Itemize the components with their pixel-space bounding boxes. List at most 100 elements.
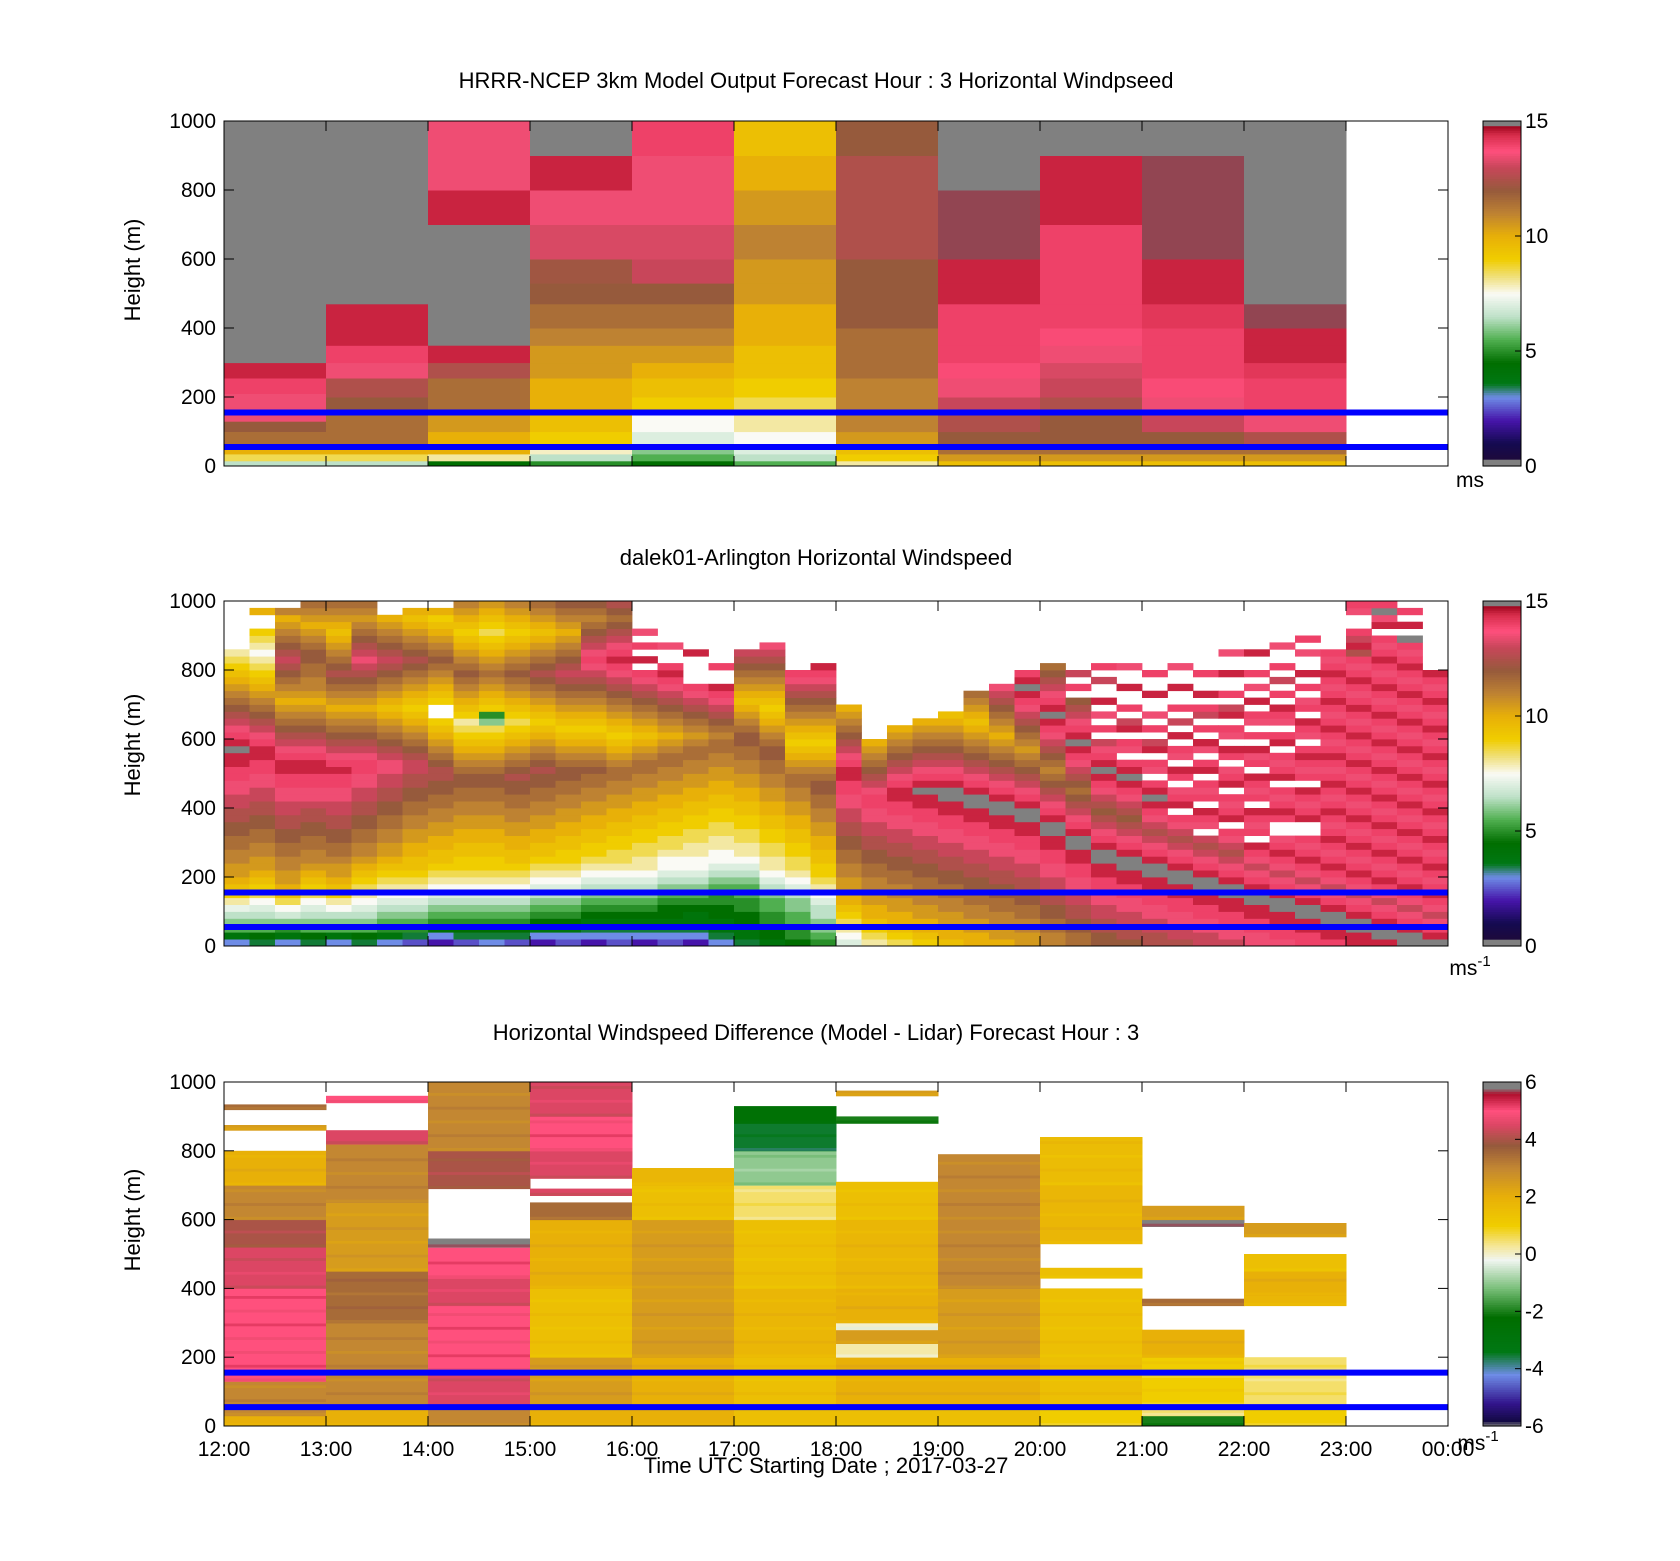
heatmap-cell — [1142, 155, 1245, 191]
colorbar-segment — [1483, 780, 1521, 784]
profile-cell — [428, 883, 454, 892]
profile-cell — [1269, 897, 1296, 905]
profile-cell — [530, 663, 556, 671]
profile-cell — [989, 773, 1015, 781]
profile-cell — [606, 607, 633, 616]
profile-cell — [1397, 787, 1423, 795]
colorbar-segment — [1483, 190, 1521, 193]
profile-cell — [810, 835, 837, 843]
profile-cell — [1193, 918, 1219, 926]
colorbar-segment — [1483, 1102, 1521, 1106]
colorbar-segment — [1483, 1416, 1521, 1420]
profile-cell — [1091, 745, 1117, 754]
profile-cell — [428, 656, 454, 664]
profile-cell — [275, 621, 301, 629]
colorbar-segment — [1483, 870, 1521, 873]
profile-cell — [581, 649, 607, 657]
profile-cell — [504, 814, 531, 823]
colorbar-segment — [1483, 236, 1521, 239]
profile-cell — [479, 683, 505, 692]
profile-cell — [479, 904, 505, 912]
colorbar-segment — [1483, 1283, 1521, 1287]
profile-cell — [657, 690, 684, 698]
profile-cell — [224, 870, 250, 878]
profile-cell — [479, 607, 505, 616]
profile-cell — [1371, 621, 1398, 629]
profile-cell — [1091, 897, 1117, 905]
profile-cell — [300, 745, 327, 754]
profile-cell — [530, 607, 556, 616]
colorbar-segment — [1483, 247, 1521, 251]
profile-cell — [1040, 939, 1066, 946]
profile-cell — [989, 842, 1015, 850]
heatmap-stripe — [428, 1326, 531, 1330]
profile-cell — [1346, 780, 1372, 788]
profile-cell — [1320, 739, 1347, 747]
heatmap-stripe — [224, 1244, 327, 1248]
profile-cell — [326, 808, 352, 816]
colorbar-segment — [1483, 1198, 1521, 1202]
profile-cell — [581, 725, 607, 733]
colorbar-segment — [1483, 1100, 1521, 1104]
profile-cell — [734, 759, 760, 767]
heatmap-cell — [224, 421, 327, 432]
profile-cell — [453, 863, 480, 871]
profile-cell — [1193, 842, 1219, 850]
profile-cell — [1320, 683, 1347, 692]
colorbar-segment — [1483, 1297, 1521, 1301]
profile-cell — [683, 780, 709, 788]
profile-cell — [836, 745, 862, 754]
profile-cell — [1346, 787, 1372, 795]
profile-cell — [989, 704, 1015, 712]
profile-cell — [1371, 683, 1398, 692]
profile-cell — [402, 676, 429, 685]
y-tick-label: 600 — [181, 728, 216, 751]
heatmap-cell — [938, 345, 1041, 364]
profile-cell — [1193, 939, 1219, 946]
colorbar-segment — [1483, 826, 1521, 830]
profile-cell — [785, 808, 811, 816]
colorbar-segment — [1483, 456, 1521, 460]
heatmap-cell — [1142, 283, 1245, 305]
profile-cell — [1065, 711, 1092, 719]
profile-cell — [402, 711, 429, 719]
profile-cell — [581, 877, 607, 885]
windspeed-difference-panel: Horizontal Windspeed Difference (Model -… — [120, 1020, 1544, 1478]
profile-cell — [1346, 704, 1372, 712]
profile-cell — [836, 794, 862, 802]
profile-cell — [632, 870, 658, 878]
profile-cell — [759, 718, 786, 726]
profile-cell — [810, 794, 837, 802]
profile-cell — [963, 904, 990, 912]
profile-cell — [351, 787, 378, 795]
profile-cell — [1167, 821, 1194, 830]
profile-cell — [657, 835, 684, 843]
profile-cell — [377, 725, 403, 733]
profile-cell — [326, 897, 352, 905]
heatmap-cell — [1244, 378, 1347, 398]
colorbar-segment — [1483, 1244, 1521, 1248]
heatmap-cell — [428, 1408, 531, 1426]
profile-cell — [912, 745, 939, 754]
profile-cell — [1116, 821, 1143, 830]
profile-cell — [759, 918, 786, 926]
profile-cell — [504, 704, 531, 712]
profile-cell — [581, 780, 607, 788]
profile-cell — [530, 670, 556, 678]
profile-cell — [453, 607, 480, 616]
colorbar-segment — [1483, 725, 1521, 729]
profile-cell — [1167, 663, 1194, 671]
colorbar-segment — [1483, 757, 1521, 761]
colorbar-segment — [1483, 413, 1521, 416]
x-axis-label: Time UTC Starting Date ; 2017-03-27 — [644, 1453, 1009, 1478]
profile-cell — [1397, 642, 1423, 650]
profile-cell — [708, 828, 735, 836]
profile-cell — [1346, 828, 1372, 836]
heatmap-cell — [326, 259, 429, 284]
profile-cell — [1371, 649, 1398, 657]
profile-cell — [1346, 683, 1372, 692]
profile-cell — [734, 773, 760, 781]
profile-cell — [1142, 801, 1168, 809]
profile-cell — [1346, 663, 1372, 671]
profile-cell — [428, 745, 454, 754]
